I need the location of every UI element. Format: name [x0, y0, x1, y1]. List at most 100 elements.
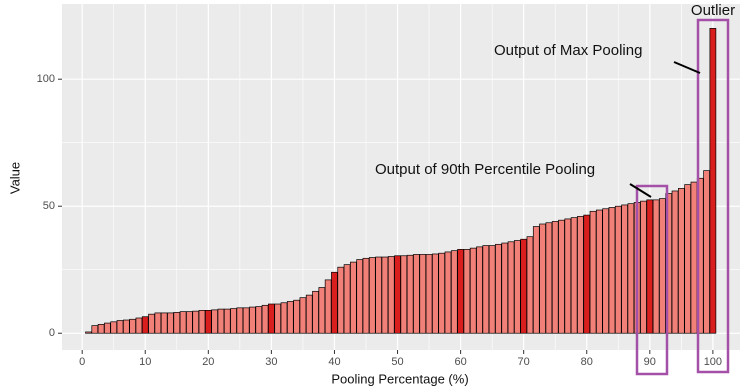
bar — [261, 304, 269, 334]
bar — [425, 254, 433, 334]
x-tick-label: 20 — [202, 356, 214, 368]
bar — [268, 303, 275, 334]
x-tick-label: 100 — [704, 356, 722, 368]
ticks: 0 10 20 30 40 50 60 70 80 90 100 0 50 100 — [37, 73, 722, 368]
bar — [167, 312, 174, 334]
bar — [331, 271, 338, 334]
bar — [387, 256, 395, 334]
bar — [652, 199, 660, 334]
x-tick-label: 40 — [328, 356, 340, 368]
bar — [236, 307, 244, 334]
bar — [614, 205, 622, 334]
bar — [703, 170, 710, 334]
bar — [286, 301, 294, 334]
bar — [280, 302, 288, 334]
bar — [646, 199, 654, 334]
bar — [463, 249, 471, 334]
bar — [110, 321, 118, 334]
bar — [154, 312, 162, 334]
bar — [312, 290, 319, 334]
bar — [495, 243, 502, 334]
x-tick-label: 50 — [391, 356, 403, 368]
bar — [419, 254, 427, 334]
bar — [444, 251, 452, 334]
y-axis-title: Value — [7, 162, 22, 194]
bar — [91, 325, 99, 334]
x-axis-title: Pooling Percentage (%) — [331, 371, 468, 386]
arrow — [673, 61, 701, 74]
y-tick-label: 0 — [49, 327, 55, 339]
bar — [135, 317, 143, 334]
bar — [539, 223, 546, 334]
highlight-box — [696, 18, 730, 374]
bar — [432, 253, 439, 334]
y-tick-label: 100 — [37, 73, 55, 85]
annotation: Outlier — [691, 2, 735, 19]
bar — [501, 242, 509, 334]
bar — [122, 319, 130, 334]
bar — [570, 217, 578, 334]
bar — [274, 303, 282, 334]
bar — [406, 254, 414, 334]
bar — [305, 294, 313, 334]
bar — [85, 331, 92, 334]
bar — [242, 307, 250, 334]
bar — [450, 250, 458, 334]
bar — [211, 309, 218, 334]
bar — [104, 322, 111, 334]
bar — [148, 313, 155, 334]
bar — [318, 287, 326, 334]
bar — [362, 257, 370, 334]
bar — [469, 247, 477, 334]
bar — [160, 312, 168, 334]
bar — [577, 216, 584, 334]
bar — [564, 218, 572, 334]
bar — [350, 261, 357, 334]
bar — [514, 240, 521, 334]
bar — [526, 236, 534, 334]
bar — [457, 249, 464, 334]
bar — [381, 256, 389, 334]
bar — [602, 208, 610, 334]
bar — [337, 266, 345, 334]
bar — [671, 190, 679, 334]
bar — [198, 310, 206, 334]
bar — [476, 246, 483, 334]
bar — [709, 28, 717, 334]
annotation: Output of Max Pooling — [494, 42, 642, 59]
bar — [608, 207, 616, 334]
bar — [173, 312, 181, 334]
bar — [551, 221, 559, 334]
bar — [299, 297, 307, 334]
x-tick-label: 10 — [139, 356, 151, 368]
bar — [684, 184, 691, 334]
bar — [356, 259, 364, 334]
y-tick-label: 50 — [43, 200, 55, 212]
bar — [179, 311, 187, 334]
bar — [690, 181, 698, 334]
bar — [589, 210, 597, 334]
bar — [488, 245, 496, 334]
bar — [293, 299, 300, 334]
bar — [438, 252, 446, 334]
bar — [400, 255, 408, 334]
bar — [324, 279, 332, 334]
bar — [596, 209, 603, 334]
bar — [375, 256, 382, 334]
bar — [116, 320, 124, 334]
bar — [141, 316, 149, 334]
bars — [85, 28, 717, 334]
bar — [230, 308, 237, 334]
x-tick-label: 0 — [79, 356, 85, 368]
bar — [621, 204, 628, 334]
bar — [520, 238, 528, 334]
bar — [413, 254, 420, 334]
bar — [204, 310, 212, 334]
annotation: Output of 90th Percentile Pooling — [375, 161, 595, 178]
bar — [192, 310, 200, 334]
bar — [223, 308, 231, 334]
bar — [558, 219, 565, 334]
x-tick-label: 30 — [265, 356, 277, 368]
x-tick-label: 60 — [454, 356, 466, 368]
